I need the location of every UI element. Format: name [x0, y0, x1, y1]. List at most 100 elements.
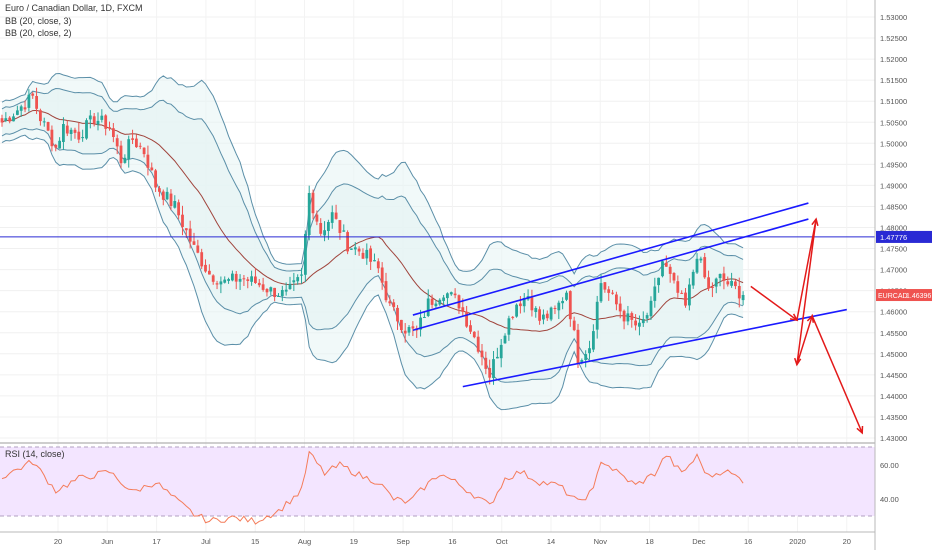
candle-body: [595, 301, 599, 330]
horizontal-level-label: 1.47776: [880, 233, 907, 242]
candle-body: [257, 282, 261, 286]
candle-body: [726, 281, 730, 285]
candle-body: [188, 228, 192, 242]
price-tick-label: 1.52500: [880, 34, 907, 43]
candle-body: [714, 278, 718, 287]
candle-body: [380, 267, 384, 283]
candle-body: [688, 284, 691, 306]
candle-body: [123, 157, 127, 163]
candle-body: [403, 330, 407, 334]
price-tick-label: 1.45000: [880, 350, 907, 359]
bb-legend-1: BB (20, close, 3): [5, 16, 72, 26]
time-tick-label: Oct: [496, 537, 509, 546]
price-tick-label: 1.50000: [880, 139, 907, 148]
rsi-tick-label: 60.00: [880, 461, 899, 470]
candle-body: [411, 326, 415, 329]
time-tick-label: 2020: [789, 537, 806, 546]
horizontal-level-badge: [876, 230, 932, 243]
candle-body: [634, 320, 637, 326]
candle-body: [561, 301, 564, 304]
candle-body: [722, 273, 726, 281]
candle-body: [641, 319, 645, 324]
candle-body: [734, 281, 737, 287]
last-price-badge: [876, 289, 932, 302]
candle-body: [465, 311, 468, 327]
candle-body: [461, 307, 465, 312]
candle-body: [131, 138, 134, 140]
candle-body: [169, 193, 173, 206]
candle-body: [150, 167, 154, 171]
candle-body: [691, 271, 695, 286]
symbol-title: Euro / Canadian Dollar, 1D, FXCM: [5, 3, 143, 13]
candle-body: [568, 291, 572, 320]
candle-body: [223, 279, 227, 283]
candle-body: [261, 284, 265, 290]
price-tick-label: 1.44000: [880, 392, 907, 401]
candle-body: [181, 214, 184, 228]
candle-body: [273, 287, 276, 297]
price-tick-label: 1.50500: [880, 118, 907, 127]
candle-body: [135, 138, 138, 148]
candle-body: [327, 222, 330, 231]
candle-body: [657, 277, 660, 286]
candle-body: [250, 276, 253, 282]
candle-body: [480, 350, 484, 358]
rsi-panel: [0, 442, 875, 525]
candle-body: [549, 307, 553, 320]
candle-body: [622, 310, 626, 322]
candle-body: [242, 278, 246, 280]
candle-body: [607, 289, 611, 293]
time-tick-label: 14: [547, 537, 555, 546]
candle-body: [311, 192, 315, 214]
candle-body: [542, 314, 545, 320]
candle-body: [112, 128, 115, 137]
candle-body: [304, 233, 307, 275]
price-tick-label: 1.53000: [880, 13, 907, 22]
candle-body: [676, 281, 680, 293]
candle-body: [645, 315, 649, 319]
bb-legend-2: BB (20, close, 2): [5, 28, 72, 38]
candle-body: [277, 296, 280, 297]
candle-body: [684, 292, 687, 306]
candle-body: [668, 266, 672, 274]
candle-body: [476, 336, 480, 352]
candle-body: [618, 303, 622, 312]
candle-body: [630, 313, 634, 320]
candle-body: [88, 115, 92, 120]
candle-body: [649, 300, 653, 317]
candle-body: [357, 248, 361, 252]
time-tick-label: 20: [54, 537, 62, 546]
candle-body: [50, 129, 54, 147]
time-tick-label: 16: [448, 537, 456, 546]
candle-body: [737, 286, 741, 299]
time-tick-label: 19: [350, 537, 358, 546]
candle-body: [695, 258, 699, 273]
candle-body: [42, 121, 46, 123]
candle-body: [392, 302, 396, 308]
time-tick-label: Aug: [298, 537, 311, 546]
candle-body: [200, 252, 204, 267]
candle-body: [515, 304, 518, 317]
candle-body: [173, 201, 177, 208]
candle-body: [438, 299, 442, 305]
candle-body: [323, 230, 326, 236]
candle-body: [365, 249, 369, 259]
candle-body: [511, 316, 515, 318]
candle-body: [0, 118, 4, 123]
time-tick-label: 17: [152, 537, 160, 546]
price-tick-label: 1.51000: [880, 97, 907, 106]
candle-body: [396, 307, 399, 322]
candle-body: [8, 117, 12, 122]
candle-body: [27, 94, 31, 108]
candle-body: [384, 281, 388, 301]
candle-body: [519, 303, 522, 307]
candle-body: [154, 170, 157, 188]
time-tick-label: Sep: [396, 537, 409, 546]
candle-body: [711, 286, 714, 288]
price-tick-label: 1.48000: [880, 224, 907, 233]
candle-body: [238, 278, 242, 282]
time-tick-label: Jun: [101, 537, 113, 546]
